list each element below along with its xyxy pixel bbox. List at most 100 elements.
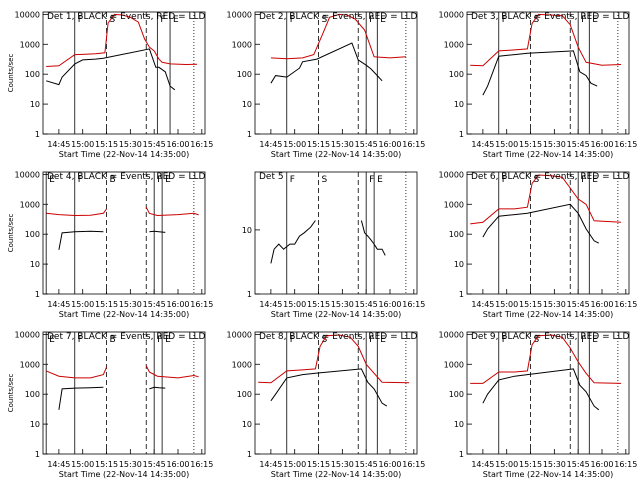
plot-frame xyxy=(254,11,418,135)
y-tick-label: 1000 xyxy=(232,360,252,369)
y-tick-label: 1000 xyxy=(444,200,464,209)
x-axis-label: Start Time (22-Nov-14 14:35:00) xyxy=(59,310,189,319)
x-tick-label: 15:15 xyxy=(95,300,118,309)
event-marker-label: E xyxy=(380,335,386,345)
x-tick-label: 16:00 xyxy=(378,300,401,309)
x-tick-label: 15:30 xyxy=(331,300,354,309)
panel-title: Det 5 xyxy=(259,172,284,182)
x-tick-label: 16:00 xyxy=(166,460,189,469)
x-tick-label: 16:15 xyxy=(614,300,637,309)
event-marker-label: F xyxy=(160,15,165,25)
event-marker-label: B xyxy=(110,335,116,345)
events-series-line xyxy=(149,230,166,233)
y-tick-label: 1 xyxy=(459,290,464,299)
events-series-line xyxy=(482,203,600,244)
lld-series-line xyxy=(46,13,198,67)
x-tick-label: 15:45 xyxy=(355,300,378,309)
x-tick-label: 15:45 xyxy=(355,460,378,469)
y-tick-label: 10 xyxy=(454,100,464,109)
x-tick-label: 14:45 xyxy=(47,460,70,469)
event-marker-label: E xyxy=(49,335,55,345)
panel-title: Det 8, BLACK = Events, RED = LLD xyxy=(259,332,418,342)
y-tick-label: 10000 xyxy=(15,10,40,19)
x-tick-label: 14:45 xyxy=(471,300,494,309)
event-marker-label: F xyxy=(290,15,295,25)
plot-frame xyxy=(254,171,418,295)
y-tick-label: 10000 xyxy=(227,330,252,339)
x-tick-label: 15:00 xyxy=(495,460,518,469)
x-tick-label: 16:15 xyxy=(402,300,425,309)
x-tick-label: 15:15 xyxy=(307,300,330,309)
x-tick-label: 15:30 xyxy=(119,140,142,149)
y-tick-label: 1000 xyxy=(444,360,464,369)
y-tick-label: 10 xyxy=(30,100,40,109)
x-tick-label: 14:45 xyxy=(259,140,282,149)
event-marker-label: F xyxy=(502,175,507,185)
x-tick-label: 16:00 xyxy=(166,140,189,149)
x-tick-label: 15:45 xyxy=(143,460,166,469)
y-axis-label: Counts/sec xyxy=(7,54,15,93)
x-tick-label: 14:45 xyxy=(47,300,70,309)
event-marker-label: F xyxy=(78,335,83,345)
x-tick-label: 16:00 xyxy=(590,140,613,149)
y-tick-label: 100 xyxy=(449,390,464,399)
x-tick-label: 16:00 xyxy=(378,460,401,469)
event-marker-label: E xyxy=(165,175,171,185)
y-tick-label: 10000 xyxy=(227,10,252,19)
event-marker-label: F xyxy=(157,335,162,345)
x-axis-label: Start Time (22-Nov-14 14:35:00) xyxy=(59,150,189,159)
panel-title: Det 1, BLACK = Events, RED = LLD xyxy=(47,12,206,22)
x-tick-label: 16:00 xyxy=(590,300,613,309)
events-series-line xyxy=(360,220,386,256)
x-tick-label: 15:00 xyxy=(495,300,518,309)
y-tick-label: 10 xyxy=(30,260,40,269)
x-tick-label: 16:00 xyxy=(590,460,613,469)
x-tick-label: 15:45 xyxy=(567,460,590,469)
event-marker-label: S xyxy=(110,15,116,25)
event-marker-label: S xyxy=(534,15,540,25)
x-tick-label: 15:30 xyxy=(331,460,354,469)
event-marker-label: F xyxy=(369,335,374,345)
y-tick-label: 100 xyxy=(449,70,464,79)
y-axis-label: Counts/sec xyxy=(7,374,15,413)
event-marker-label: E xyxy=(592,335,598,345)
events-series-line xyxy=(482,368,600,411)
y-tick-label: 10000 xyxy=(439,330,464,339)
event-marker-label: S xyxy=(322,15,328,25)
events-series-line xyxy=(58,386,104,410)
x-tick-label: 16:00 xyxy=(166,300,189,309)
event-marker-label: E xyxy=(173,15,179,25)
event-marker-label: F xyxy=(581,175,586,185)
lld-series-line xyxy=(258,334,410,384)
event-marker-label: E xyxy=(377,175,383,185)
x-tick-label: 15:15 xyxy=(95,140,118,149)
x-axis-label: Start Time (22-Nov-14 14:35:00) xyxy=(271,150,401,159)
lld-series-line xyxy=(470,13,622,67)
x-tick-label: 15:45 xyxy=(355,140,378,149)
x-tick-label: 15:00 xyxy=(495,140,518,149)
events-series-line xyxy=(270,220,316,264)
panel-title: Det 7, BLACK = Events, RED = LLD xyxy=(47,332,206,342)
y-tick-label: 10000 xyxy=(15,330,40,339)
y-tick-label: 10 xyxy=(242,420,252,429)
x-tick-label: 16:00 xyxy=(378,140,401,149)
x-tick-label: 14:45 xyxy=(471,460,494,469)
y-tick-label: 10 xyxy=(30,420,40,429)
panel-title: Det 9, BLACK = Events, RED = LLD xyxy=(471,332,630,342)
panel-title: Det 2, BLACK = Events, RED = LLD xyxy=(259,12,418,22)
y-tick-label: 100 xyxy=(237,390,252,399)
event-marker-label: F xyxy=(581,15,586,25)
x-tick-label: 16:15 xyxy=(190,300,213,309)
event-marker-label: E xyxy=(380,15,386,25)
x-tick-label: 15:30 xyxy=(543,300,566,309)
x-tick-label: 16:15 xyxy=(614,140,637,149)
y-tick-label: 1 xyxy=(35,450,40,459)
events-series-line xyxy=(270,42,383,84)
x-tick-label: 15:15 xyxy=(307,460,330,469)
lld-series-line xyxy=(145,206,199,217)
event-marker-label: E xyxy=(49,175,55,185)
